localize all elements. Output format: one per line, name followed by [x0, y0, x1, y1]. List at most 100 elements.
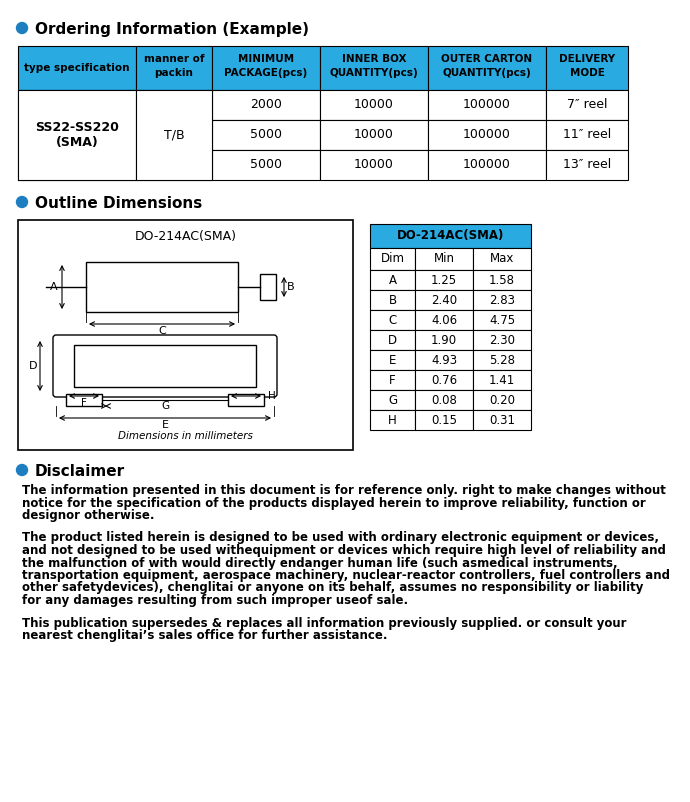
Text: 0.08: 0.08	[431, 394, 457, 407]
Text: 0.20: 0.20	[489, 394, 515, 407]
FancyBboxPatch shape	[473, 390, 531, 410]
Text: DO-214AC(SMA): DO-214AC(SMA)	[135, 230, 237, 243]
FancyBboxPatch shape	[53, 335, 277, 397]
Text: C: C	[158, 326, 166, 336]
Text: E: E	[388, 354, 396, 367]
Text: 1.58: 1.58	[489, 273, 515, 286]
FancyBboxPatch shape	[473, 290, 531, 310]
FancyBboxPatch shape	[473, 410, 531, 430]
FancyBboxPatch shape	[66, 394, 102, 406]
Text: 4.75: 4.75	[489, 314, 515, 326]
Text: 100000: 100000	[463, 159, 511, 172]
Text: B: B	[388, 294, 397, 306]
FancyBboxPatch shape	[473, 248, 531, 270]
FancyBboxPatch shape	[546, 120, 628, 150]
Text: Outline Dimensions: Outline Dimensions	[35, 196, 202, 211]
Text: 1.41: 1.41	[489, 374, 515, 387]
Text: G: G	[161, 401, 169, 411]
Text: designor otherwise.: designor otherwise.	[22, 509, 155, 522]
FancyBboxPatch shape	[428, 90, 546, 120]
FancyBboxPatch shape	[18, 220, 353, 450]
FancyBboxPatch shape	[136, 150, 212, 180]
Text: The product listed herein is designed to be used with ordinary electronic equipm: The product listed herein is designed to…	[22, 532, 659, 545]
Text: MINIMUM: MINIMUM	[238, 54, 294, 64]
Text: 2.40: 2.40	[431, 294, 457, 306]
FancyBboxPatch shape	[18, 150, 136, 180]
FancyBboxPatch shape	[415, 390, 473, 410]
FancyBboxPatch shape	[415, 330, 473, 350]
Circle shape	[17, 22, 28, 34]
Text: Disclaimer: Disclaimer	[35, 464, 125, 479]
FancyBboxPatch shape	[415, 370, 473, 390]
Text: T/B: T/B	[164, 128, 184, 141]
Circle shape	[17, 196, 28, 208]
Text: 100000: 100000	[463, 99, 511, 111]
Text: MODE: MODE	[569, 68, 604, 78]
FancyBboxPatch shape	[370, 270, 415, 290]
FancyBboxPatch shape	[320, 46, 428, 90]
Text: Dimensions in millimeters: Dimensions in millimeters	[118, 431, 253, 441]
Circle shape	[17, 464, 28, 476]
Text: D: D	[28, 361, 37, 371]
FancyBboxPatch shape	[370, 248, 415, 270]
Text: 10000: 10000	[354, 159, 394, 172]
Text: 5.28: 5.28	[489, 354, 515, 367]
Text: 13″ reel: 13″ reel	[563, 159, 611, 172]
Text: Dim: Dim	[380, 253, 404, 265]
FancyBboxPatch shape	[18, 90, 136, 120]
FancyBboxPatch shape	[546, 46, 628, 90]
Text: 1.90: 1.90	[431, 334, 457, 346]
Text: B: B	[287, 282, 295, 292]
Text: This publication supersedes & replaces all information previously supplied. or c: This publication supersedes & replaces a…	[22, 617, 627, 630]
FancyBboxPatch shape	[473, 350, 531, 370]
Text: other safetydevices), chenglitai or anyone on its behalf, assumes no responsibil: other safetydevices), chenglitai or anyo…	[22, 581, 643, 594]
FancyBboxPatch shape	[473, 310, 531, 330]
Text: 4.06: 4.06	[431, 314, 457, 326]
Text: 5000: 5000	[250, 128, 282, 141]
Text: nearest chenglitai’s sales office for further assistance.: nearest chenglitai’s sales office for fu…	[22, 629, 388, 642]
Text: 10000: 10000	[354, 128, 394, 141]
Text: F: F	[389, 374, 396, 387]
Text: F: F	[81, 398, 87, 408]
Text: 4.93: 4.93	[431, 354, 457, 367]
Text: 10000: 10000	[354, 99, 394, 111]
FancyBboxPatch shape	[370, 224, 531, 248]
FancyBboxPatch shape	[415, 310, 473, 330]
Text: D: D	[388, 334, 397, 346]
FancyBboxPatch shape	[136, 120, 212, 150]
Text: PACKAGE(pcs): PACKAGE(pcs)	[224, 68, 308, 78]
FancyBboxPatch shape	[86, 262, 238, 312]
FancyBboxPatch shape	[136, 90, 212, 180]
Text: SS22-SS220
(SMA): SS22-SS220 (SMA)	[35, 121, 119, 149]
FancyBboxPatch shape	[415, 350, 473, 370]
FancyBboxPatch shape	[370, 390, 415, 410]
Text: Min: Min	[433, 253, 455, 265]
Text: notice for the specification of the products displayed herein to improve reliabi: notice for the specification of the prod…	[22, 496, 646, 509]
Text: manner of: manner of	[144, 54, 204, 64]
FancyBboxPatch shape	[428, 150, 546, 180]
Text: 0.31: 0.31	[489, 414, 515, 427]
FancyBboxPatch shape	[415, 270, 473, 290]
Text: 0.76: 0.76	[431, 374, 457, 387]
FancyBboxPatch shape	[136, 46, 212, 90]
FancyBboxPatch shape	[370, 350, 415, 370]
FancyBboxPatch shape	[18, 46, 136, 90]
FancyBboxPatch shape	[415, 248, 473, 270]
FancyBboxPatch shape	[228, 394, 264, 406]
Text: DO-214AC(SMA): DO-214AC(SMA)	[397, 229, 504, 242]
FancyBboxPatch shape	[18, 90, 136, 180]
Text: OUTER CARTON: OUTER CARTON	[442, 54, 533, 64]
FancyBboxPatch shape	[18, 120, 136, 150]
Text: 2.83: 2.83	[489, 294, 515, 306]
Text: QUANTITY(pcs): QUANTITY(pcs)	[330, 68, 418, 78]
FancyBboxPatch shape	[320, 120, 428, 150]
Text: 2.30: 2.30	[489, 334, 515, 346]
Text: A: A	[388, 273, 397, 286]
FancyBboxPatch shape	[320, 150, 428, 180]
Text: C: C	[388, 314, 397, 326]
Text: the malfunction of with would directly endanger human life (such asmedical instr: the malfunction of with would directly e…	[22, 557, 618, 569]
FancyBboxPatch shape	[370, 370, 415, 390]
FancyBboxPatch shape	[370, 310, 415, 330]
Text: E: E	[161, 420, 168, 430]
FancyBboxPatch shape	[74, 345, 256, 387]
